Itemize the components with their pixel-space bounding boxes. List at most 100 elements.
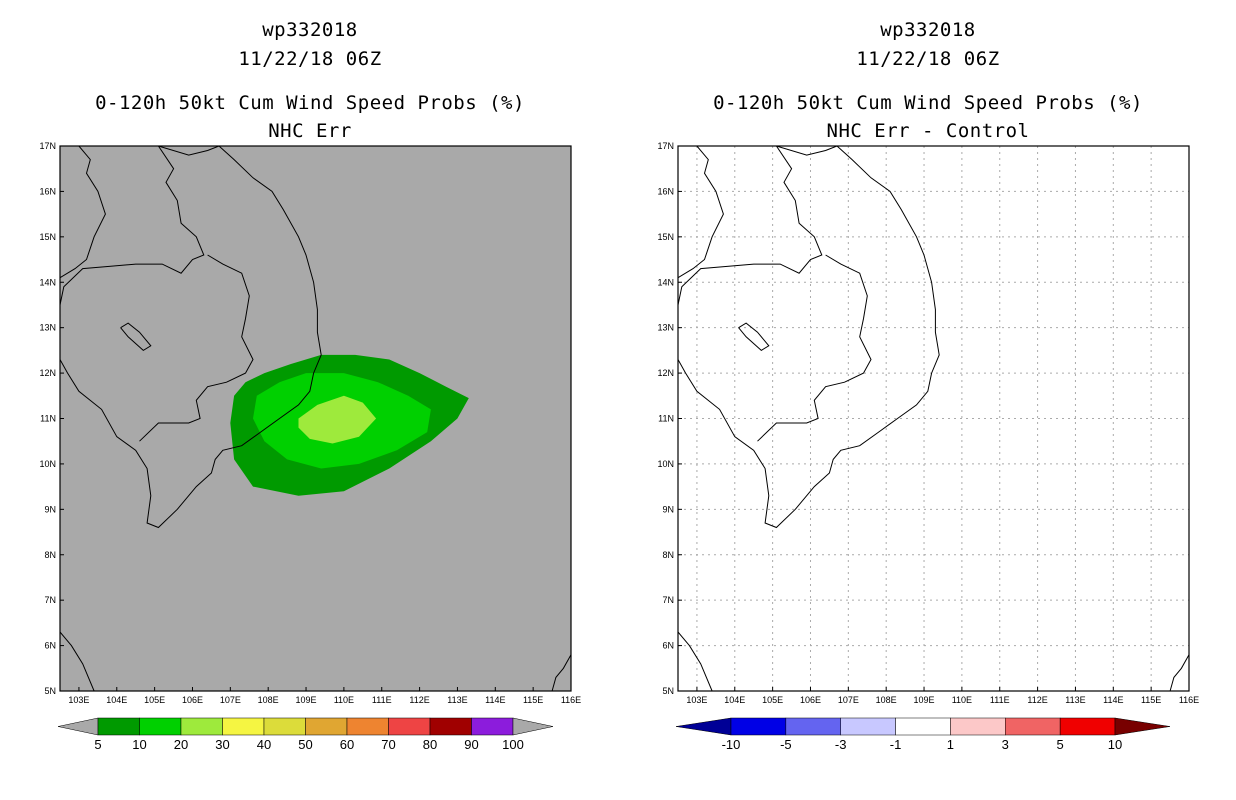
right-colorbar-label: 5 [1057,737,1064,752]
right-ytick-label: 12N [657,368,674,378]
left-colorbar-label: 80 [423,737,437,752]
left-colorbar-bin [139,717,182,736]
left-coastline-segment [551,654,571,691]
right-ytick-label: 9N [662,504,674,514]
right-date-line: 11/22/18 06Z [856,48,1000,70]
right-title-line: 0-120h 50kt Cum Wind Speed Probs (%) [713,92,1143,114]
left-ytick-label: 15N [39,232,56,242]
right-xtick-label: 112E [1027,695,1047,705]
left-coastline-segment [60,146,322,529]
left-colorbar-bin [222,717,265,736]
left-colorbar-label: 60 [340,737,354,752]
left-xtick-label: 106E [182,695,203,705]
left-subtitle-line: NHC Err [268,120,352,142]
right-xtick-label: 105E [762,695,783,705]
left-ytick-label: 6N [44,641,56,651]
right-colorbar-bin [950,717,1006,736]
left-ytick-label: 11N [40,414,56,424]
right-xtick-label: 111E [990,695,1010,705]
right-colorbar-bin [1005,717,1061,736]
left-coastline-segment [158,146,220,156]
left-ytick-label: 7N [44,595,56,605]
left-contour-20pct [298,395,377,444]
right-colorbar-label: -5 [780,737,792,752]
right-colorbar-over-arrow [1114,717,1171,736]
right-coastline-segment [678,146,823,306]
left-colorbar-bin [263,717,306,736]
right-xtick-label: 108E [876,695,897,705]
right-ytick-label: 6N [662,641,674,651]
left-xtick-label: 104E [106,695,127,705]
left-xtick-label: 108E [258,695,279,705]
left-coastline-segment [139,254,254,442]
right-id-line: wp332018 [880,19,976,41]
right-coastline-segment [776,146,838,156]
right-colorbar-bin [1059,717,1116,736]
right-map-layer [678,146,1189,691]
left-map-layer [60,146,571,691]
left-id-line: wp332018 [262,19,358,41]
right-coastline-segment [738,322,770,352]
right-ytick-label: 11N [658,414,674,424]
left-xtick-label: 116E [561,695,581,705]
left-coastline-segment [120,322,152,352]
left-colorbar-bin [97,717,140,736]
left-xtick-label: 113E [447,695,467,705]
left-colorbar-bin [346,717,389,736]
right-colorbar-bin [840,717,896,736]
right-colorbar-label: 3 [1002,737,1009,752]
left-coastline-segment [60,146,106,279]
right-xtick-label: 114E [1103,695,1123,705]
right-subtitle-line: NHC Err - Control [826,120,1030,142]
left-ytick-label: 12N [39,368,56,378]
right-coastline-segment [678,631,713,691]
left-ytick-label: 17N [39,141,56,151]
right-colorbar-label: -3 [835,737,847,752]
left-colorbar-under-arrow [57,717,99,736]
left-colorbar-label: 40 [257,737,271,752]
right-coastline-segment [757,254,872,442]
right-colorbar-label: 1 [947,737,954,752]
right-ytick-label: 15N [657,232,674,242]
left-colorbar-label: 10 [132,737,146,752]
left-colorbar-over-arrow [512,717,554,736]
left-coastline-segment [60,146,205,306]
right-xtick-label: 107E [838,695,859,705]
right-coastline-segment [678,146,724,279]
left-xtick-label: 103E [68,695,89,705]
right-xtick-label: 110E [952,695,972,705]
left-colorbar-bin [305,717,348,736]
left-xtick-label: 107E [220,695,241,705]
left-ytick-label: 5N [44,686,56,696]
left-xtick-label: 112E [409,695,429,705]
left-ytick-label: 9N [44,504,56,514]
right-colorbar-bin [785,717,841,736]
left-colorbar-label: 90 [464,737,478,752]
right-coastline-segment [678,146,940,529]
left-coastline-segment [60,631,95,691]
left-ytick-label: 13N [39,323,56,333]
left-colorbar-label: 30 [215,737,229,752]
right-xtick-label: 103E [686,695,707,705]
left-colorbar-label: 100 [502,737,524,752]
right-ytick-label: 10N [657,459,674,469]
right-colorbar-bin [895,717,951,736]
left-colorbar-bin [471,717,514,736]
left-ytick-label: 16N [39,186,56,196]
left-colorbar-bin [388,717,431,736]
right-ytick-label: 7N [662,595,674,605]
left-xtick-label: 111E [372,695,392,705]
right-ytick-label: 13N [657,323,674,333]
right-xtick-label: 109E [914,695,935,705]
left-xtick-label: 105E [144,695,165,705]
left-colorbar-label: 5 [94,737,101,752]
right-ytick-label: 8N [662,550,674,560]
left-xtick-label: 114E [485,695,505,705]
left-ytick-label: 8N [44,550,56,560]
right-ytick-label: 14N [657,277,674,287]
right-colorbar-label: -10 [722,737,741,752]
left-colorbar-bin [180,717,223,736]
right-xtick-label: 106E [800,695,821,705]
left-title-line: 0-120h 50kt Cum Wind Speed Probs (%) [95,92,525,114]
